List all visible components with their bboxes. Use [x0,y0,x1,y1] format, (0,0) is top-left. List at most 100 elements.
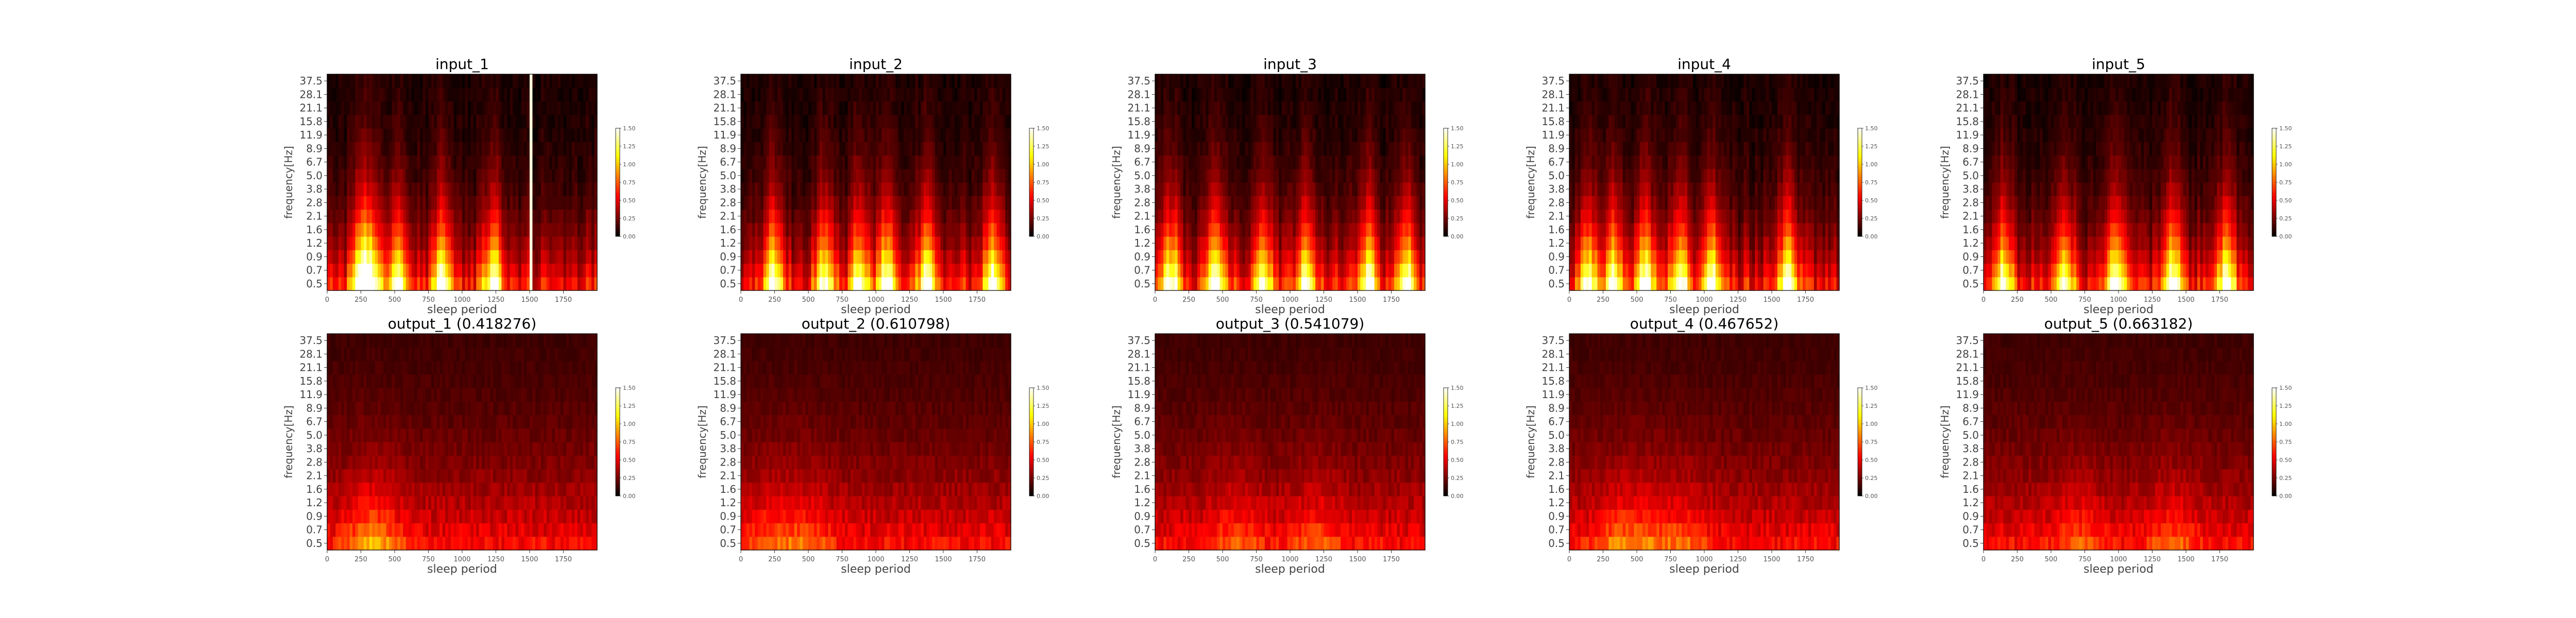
heatmap-cell [1219,277,1223,291]
heatmap-cell [1233,250,1237,264]
heatmap-cell [1380,196,1383,210]
heatmap-cell [1391,114,1395,129]
heatmap-cell [1293,196,1296,210]
heatmap-cell [422,263,426,278]
heatmap-cell [1422,168,1426,183]
heatmap-cell [330,88,333,102]
heatmap-cell [800,236,803,250]
heatmap-cell [743,222,747,237]
heatmap-cell [811,277,815,291]
heatmap-cell [825,155,828,169]
heatmap-cell [1307,88,1310,102]
heatmap-cell [1295,196,1299,210]
heatmap-cell [392,74,395,88]
heatmap-cell [946,236,950,250]
heatmap-cell [1580,250,1584,264]
heatmap-cell [1256,236,1260,250]
heatmap-cell [1368,101,1372,115]
heatmap-cell [1214,114,1217,129]
heatmap-cell [1374,222,1378,237]
colorbar-tick-label: 0.25 [1037,215,1049,222]
heatmap-cell [1256,74,1260,88]
heatmap-cell [1326,250,1330,264]
heatmap-cell [904,101,907,115]
heatmap-cell [856,88,859,102]
heatmap-cell [839,236,843,250]
heatmap-cell [912,222,916,237]
heatmap-cell [375,182,378,196]
heatmap-cell [819,168,823,183]
heatmap-cell [1160,182,1164,196]
heatmap-cell [1166,168,1170,183]
heatmap-cell [926,128,930,142]
heatmap-cell [448,74,451,88]
heatmap-cell [1295,155,1299,169]
heatmap-cell [1315,182,1319,196]
heatmap-cell [566,168,570,183]
heatmap-cell [1180,263,1184,278]
heatmap-cell [1160,263,1164,278]
heatmap-cell [943,196,947,210]
heatmap-cell [1380,250,1383,264]
heatmap-cell [814,196,817,210]
heatmap-cell [898,168,902,183]
heatmap-cell [501,155,505,169]
heatmap-cell [1256,114,1260,129]
heatmap-cell [873,142,876,156]
heatmap-cell [929,196,933,210]
heatmap-cell [434,114,437,129]
heatmap-cell [549,168,553,183]
heatmap-cell [909,155,913,169]
heatmap-cell [817,128,820,142]
heatmap-cell [501,196,505,210]
heatmap-cell [378,155,381,169]
heatmap-cell [1574,196,1578,210]
heatmap-cell [884,114,888,129]
heatmap-cell [571,236,575,250]
heatmap-cell [772,101,775,115]
heatmap-cell [774,236,778,250]
colorbar-tick-label: 0.50 [623,197,636,204]
heatmap-cell [383,101,387,115]
heatmap-cell [1172,182,1175,196]
heatmap-cell [1368,196,1372,210]
heatmap-cell [859,88,862,102]
heatmap-cell [586,196,589,210]
heatmap-cell [853,142,857,156]
heatmap-cell [1225,168,1229,183]
heatmap-cell [380,88,384,102]
heatmap-cell [563,74,567,88]
heatmap-cell [940,128,944,142]
heatmap-cell [327,250,331,264]
heatmap-cell [940,236,944,250]
heatmap-cell [814,128,817,142]
heatmap-cell [839,168,843,183]
heatmap-cell [552,209,555,224]
heatmap-cell [1225,128,1229,142]
heatmap-cell [890,88,893,102]
heatmap-cell [1264,250,1268,264]
heatmap-cell [865,142,868,156]
heatmap-cell [369,168,372,183]
heatmap-cell [819,128,823,142]
heatmap-cell [586,277,589,291]
heatmap-cell [1279,155,1282,169]
heatmap-cell [938,155,941,169]
heatmap-cell [938,101,941,115]
heatmap-cell [1160,277,1164,291]
heatmap-cell [1186,114,1190,129]
heatmap-cell [569,74,572,88]
heatmap-cell [1583,182,1587,196]
heatmap-cell [1377,168,1381,183]
heatmap-cell [566,250,570,264]
heatmap-cell [569,209,572,224]
heatmap-cell [1600,236,1604,250]
heatmap-cell [873,101,876,115]
heatmap-cell [1358,209,1361,224]
heatmap-cell [946,168,950,183]
heatmap-cell [1189,277,1192,291]
heatmap-cell [1158,155,1161,169]
heatmap-cell [1318,128,1321,142]
heatmap-cell [1172,114,1175,129]
heatmap-cell [996,101,1000,115]
